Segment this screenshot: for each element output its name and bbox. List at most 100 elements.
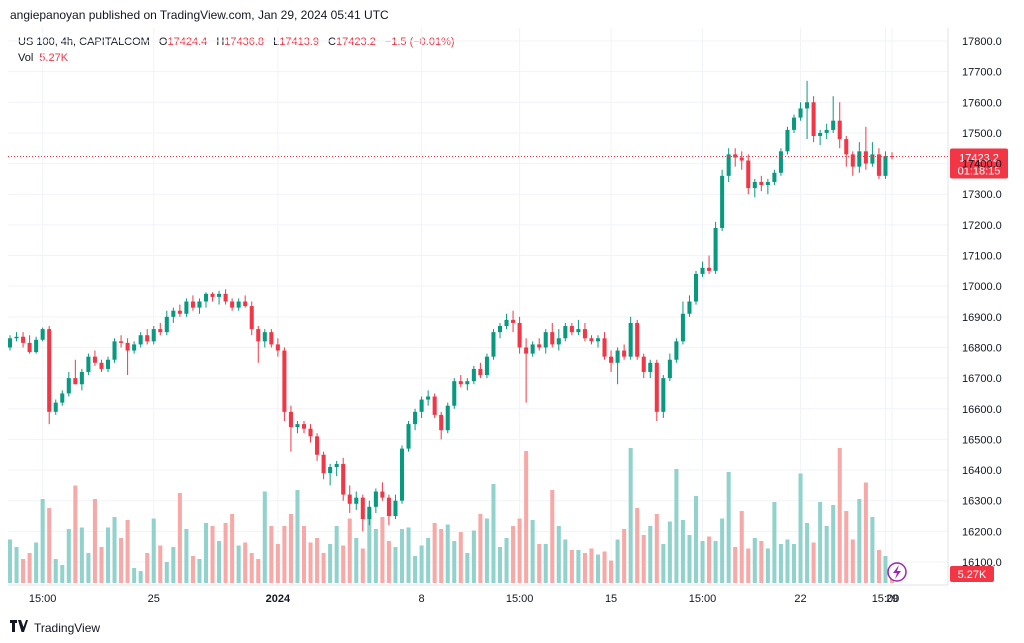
- last-price-badge: [950, 148, 1008, 179]
- price-tick-label: 17700.0: [962, 67, 1002, 79]
- volume-bar: [504, 538, 509, 583]
- lightning-icon[interactable]: [887, 562, 907, 582]
- volume-bar: [203, 523, 209, 583]
- candle-body: [537, 344, 542, 348]
- volume-bar: [269, 526, 274, 583]
- candle-body: [7, 338, 13, 348]
- volume-bar: [112, 517, 117, 583]
- volume-bar: [765, 548, 770, 583]
- time-tick-label: 2024: [266, 593, 291, 605]
- candle-body: [765, 181, 770, 186]
- volume-bar: [798, 473, 803, 583]
- volume-bar: [21, 559, 26, 583]
- volume-bar: [556, 526, 561, 583]
- price-tick-label: 17200.0: [962, 220, 1002, 232]
- volume-bar: [850, 539, 855, 583]
- candle-body: [119, 341, 124, 343]
- candle-body: [230, 301, 235, 308]
- volume-bar: [282, 526, 287, 583]
- volume-bar: [210, 526, 215, 583]
- volume-bar: [700, 541, 705, 583]
- candle-body: [86, 356, 91, 372]
- volume-bar: [602, 551, 607, 583]
- volume-bar: [171, 547, 176, 583]
- symbol-name[interactable]: US 100, 4h, CAPITALCOM: [18, 36, 150, 48]
- volume-bar: [445, 524, 450, 583]
- volume-bar: [543, 544, 548, 583]
- candle-body: [203, 293, 209, 302]
- candle-body: [426, 396, 431, 400]
- volume-bar: [47, 508, 52, 583]
- candle-body: [360, 497, 365, 520]
- candle-body: [889, 156, 895, 158]
- candle-body: [105, 359, 111, 369]
- candle-body: [850, 154, 855, 167]
- price-axis[interactable]: 17800.0 17700.0 17600.0 17500.0 17400.0 17300…: [962, 36, 1002, 569]
- volume-bar: [177, 493, 182, 583]
- volume-bar: [341, 545, 346, 583]
- candle-body: [602, 338, 607, 357]
- close-value: 17423.2: [336, 36, 376, 48]
- volume-bar: [217, 541, 222, 583]
- volume-bar: [661, 544, 666, 583]
- candle-body: [524, 347, 529, 354]
- candle-body: [844, 139, 849, 155]
- candle-body: [262, 332, 267, 342]
- price-tick-label: 16600.0: [962, 404, 1002, 416]
- candle-body: [399, 448, 405, 501]
- volume-bar: [295, 490, 300, 583]
- candle-body: [190, 301, 195, 308]
- candle-body: [40, 329, 45, 340]
- candle-body: [321, 454, 326, 474]
- candle-body: [680, 313, 685, 342]
- volume-bar: [288, 514, 293, 583]
- candle-body: [798, 108, 803, 118]
- candle-body: [654, 362, 659, 412]
- candle-body: [386, 497, 391, 517]
- candle-body: [210, 293, 215, 297]
- volume-bar: [197, 559, 202, 583]
- candle-body: [177, 310, 182, 314]
- volume-label: Vol: [18, 52, 34, 64]
- volume-bar: [739, 511, 744, 583]
- candle-body: [746, 160, 751, 189]
- volume-bar: [413, 556, 418, 583]
- volume-bar: [373, 529, 378, 583]
- countdown-text: 01:18:15: [958, 165, 1001, 177]
- volume-bar: [569, 550, 574, 583]
- candle-body: [511, 319, 516, 323]
- volume-bar: [550, 490, 555, 583]
- candle-body: [171, 310, 176, 317]
- volume-bar: [517, 518, 522, 583]
- candle-body: [138, 335, 143, 345]
- candle-body: [700, 267, 705, 274]
- candle-body: [622, 350, 627, 357]
- open-label: O: [158, 36, 168, 48]
- volume-bar: [635, 508, 640, 583]
- volume-bar: [831, 505, 836, 583]
- volume-bar: [328, 544, 333, 583]
- candle-body: [269, 332, 274, 345]
- volume-bar: [27, 553, 32, 583]
- volume-badge-text: 5.27K: [958, 569, 987, 581]
- volume-bar: [693, 496, 699, 583]
- candle-body: [445, 405, 450, 431]
- volume-bars: [7, 448, 895, 583]
- price-tick-label: 16500.0: [962, 434, 1002, 446]
- volume-bar: [609, 560, 614, 583]
- volume-bar: [432, 523, 437, 583]
- volume-bar: [92, 499, 97, 583]
- volume-bar: [524, 451, 529, 583]
- volume-bar: [811, 542, 816, 583]
- candle-body: [197, 301, 202, 308]
- price-tick-label: 16800.0: [962, 342, 1002, 354]
- time-tick-label: 15:00: [506, 593, 534, 605]
- volume-bar: [844, 511, 849, 583]
- volume-bar: [537, 544, 542, 583]
- candle-body: [739, 157, 744, 161]
- time-tick-label: 15:00: [29, 593, 57, 605]
- candle-body: [824, 129, 829, 133]
- candle-body: [21, 336, 26, 343]
